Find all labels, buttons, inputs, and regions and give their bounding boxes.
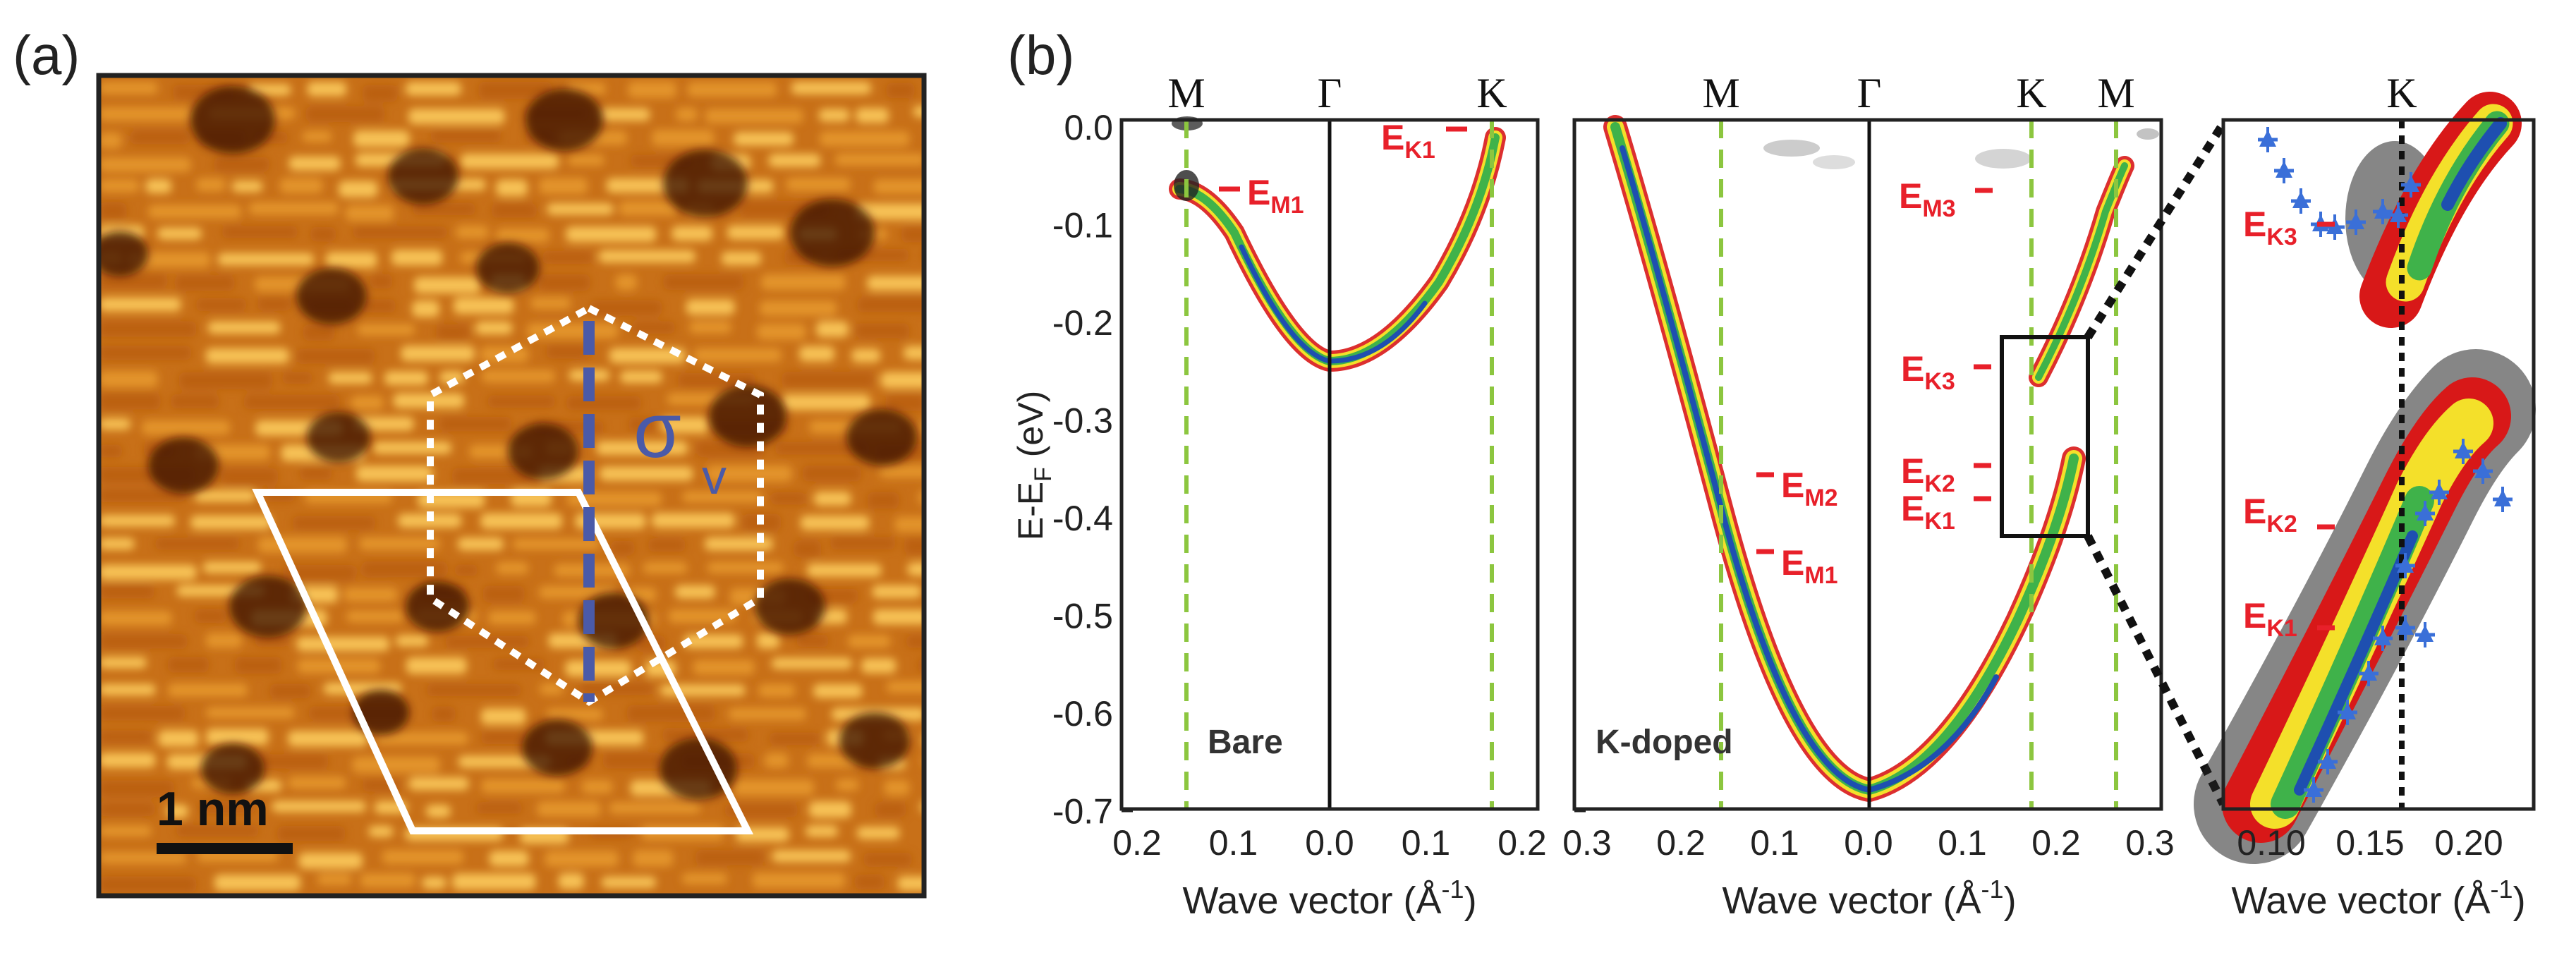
x-tick-label: 0.0	[1844, 823, 1893, 863]
kdoped-label-em1: EM1	[1781, 543, 1838, 589]
x-tick-label: 0.1	[1209, 823, 1258, 863]
data-marker	[2455, 442, 2472, 458]
scale-bar	[157, 843, 293, 854]
y-axis-label: E-EF (eV)	[1011, 391, 1057, 541]
symmetry-point-label: M	[2097, 70, 2134, 116]
symmetry-point-label: K	[2016, 70, 2046, 116]
zoom-label-ek2: EK2	[2243, 492, 2297, 537]
bare-plot: EM1 EK1 Bare	[1119, 116, 1540, 811]
symmetry-point-label: M	[1167, 70, 1205, 116]
x-tick-label: 0.2	[1497, 823, 1547, 863]
kdoped-plot: EM3 EK3 EK2 EK1 EM2 EM1 K-doped	[1572, 115, 2163, 811]
data-marker	[2374, 628, 2391, 645]
symmetry-point-label: Γ	[1318, 70, 1342, 116]
data-marker	[2259, 130, 2276, 147]
x-tick-label: 0.2	[2031, 823, 2081, 863]
data-marker	[2319, 752, 2336, 769]
data-marker	[2397, 618, 2414, 635]
x-tick-label: 0.3	[1562, 823, 1612, 863]
y-tick-label: -0.6	[1052, 694, 1113, 734]
data-marker	[2305, 780, 2322, 797]
panel-b-label: (b)	[1007, 24, 1074, 86]
data-marker	[2402, 175, 2419, 192]
y-tick-label: -0.1	[1052, 206, 1113, 245]
x-tick-label: 0.10	[2237, 823, 2305, 863]
x-tick-label: 0.1	[1938, 823, 1987, 863]
y-tick-labels: 0.0 -0.1 -0.2 -0.3 -0.4 -0.5 -0.6 -0.7	[1052, 108, 1586, 832]
sigma-subscript: v	[702, 449, 727, 504]
panel-a-label: (a)	[13, 24, 80, 86]
y-tick-label: -0.2	[1052, 303, 1113, 343]
stm-image	[99, 75, 924, 896]
symmetry-point-label: K	[2386, 70, 2417, 116]
symmetry-point-label: K	[1476, 70, 1507, 116]
kdoped-label-ek3: EK3	[1901, 349, 1955, 395]
data-marker	[2374, 202, 2391, 219]
symmetry-point-label: Γ	[1857, 70, 1882, 116]
x-tick-label: 0.0	[1305, 823, 1354, 863]
bare-annotation: Bare	[1208, 724, 1283, 761]
data-marker	[2494, 489, 2511, 506]
data-marker	[2431, 482, 2448, 499]
x-axis-label: Wave vector (Å-1)	[1722, 875, 2016, 922]
data-marker	[2390, 205, 2407, 222]
data-marker	[2417, 504, 2434, 521]
data-marker	[2474, 461, 2491, 478]
data-marker	[2276, 161, 2292, 178]
unit-cell-rhombus	[252, 489, 754, 834]
zoom-label-ek1: EK1	[2243, 596, 2297, 642]
x-axis-label: Wave vector (Å-1)	[2231, 875, 2525, 922]
x-tick-label: 0.20	[2434, 823, 2503, 863]
data-marker	[2292, 191, 2309, 208]
x-tick-label: 0.1	[1402, 823, 1451, 863]
x-tick-label: 0.1	[1750, 823, 1799, 863]
sigma-label: σ	[633, 387, 681, 474]
kdoped-label-ek2: EK2	[1901, 451, 1955, 497]
kdoped-label-em2: EM2	[1781, 466, 1838, 511]
symmetry-point-label: M	[1702, 70, 1739, 116]
data-marker	[2339, 702, 2356, 719]
kdoped-label-em3: EM3	[1899, 176, 1956, 222]
y-tick-label: -0.4	[1052, 499, 1113, 538]
zoom-connector-top	[2084, 121, 2228, 340]
data-marker	[2347, 212, 2364, 229]
x-tick-label: 0.2	[1112, 823, 1162, 863]
zoom-region-box	[2000, 335, 2090, 538]
zoom-plot: EK3 EK2 EK1	[2194, 92, 2536, 864]
y-tick-label: -0.5	[1052, 597, 1113, 636]
scale-bar-label: 1 nm	[157, 782, 269, 836]
x-tick-label: 0.2	[1656, 823, 1706, 863]
x-tick-label: 0.15	[2335, 823, 2404, 863]
kdoped-annotation: K-doped	[1596, 724, 1733, 761]
y-tick-label: 0.0	[1064, 108, 1113, 147]
stm-frame	[96, 73, 927, 899]
zoom-label-ek3: EK3	[2243, 205, 2297, 250]
data-marker	[2397, 556, 2414, 573]
bare-label-ek1: EK1	[1381, 118, 1435, 164]
data-marker	[2360, 664, 2377, 681]
zoom-connector-bottom	[2084, 534, 2228, 806]
data-markers	[2258, 127, 2513, 803]
x-axis-label: Wave vector (Å-1)	[1182, 875, 1476, 922]
data-marker	[2417, 625, 2434, 642]
kdoped-band-blue	[1620, 145, 1999, 793]
y-tick-label: -0.7	[1052, 792, 1113, 832]
bare-label-em1: EM1	[1247, 173, 1304, 219]
kdoped-label-ek1: EK1	[1901, 489, 1955, 535]
x-tick-label: 0.3	[2125, 823, 2175, 863]
y-tick-label: -0.3	[1052, 401, 1113, 441]
